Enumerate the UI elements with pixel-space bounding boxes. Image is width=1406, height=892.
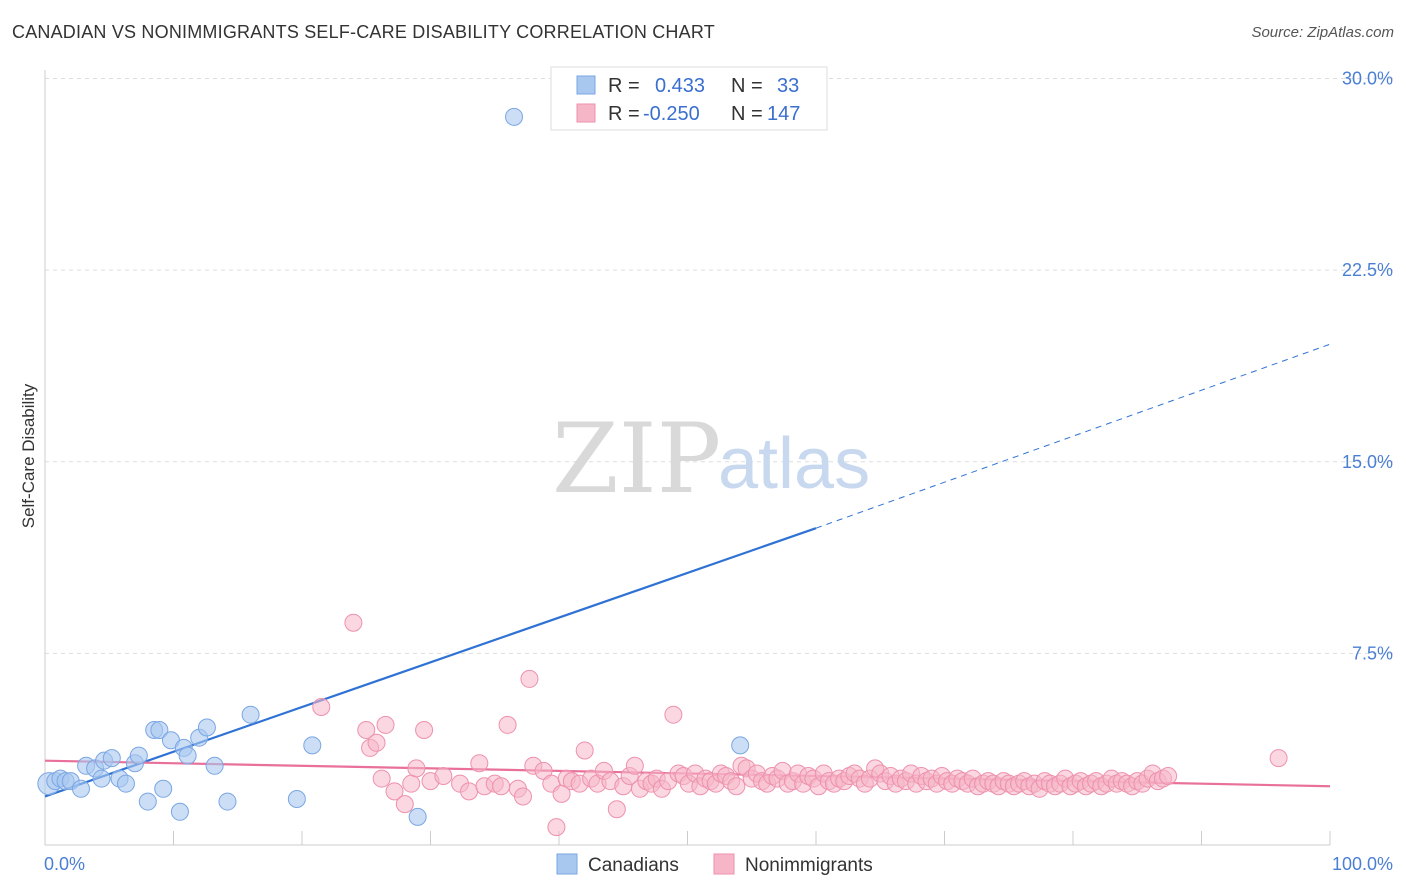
- nonimmigrants-point: [607, 800, 626, 819]
- nonimmigrants-point: [460, 782, 479, 801]
- nonimmigrants-point: [312, 698, 331, 717]
- nonimmigrants-point: [625, 756, 644, 775]
- legend-r-value: -0.250: [643, 103, 700, 125]
- legend-n-label: N =: [731, 103, 763, 125]
- x-tick-label: 100.0%: [1332, 854, 1393, 874]
- y-axis-label: Self-Care Disability: [19, 383, 38, 528]
- source-label: Source: ZipAtlas.com: [1251, 24, 1394, 41]
- x-tick-label: 0.0%: [44, 854, 85, 874]
- watermark-zip: ZIP: [552, 403, 721, 515]
- canadians-point: [197, 718, 216, 737]
- legend-r-label: R =: [608, 103, 640, 125]
- canadians-point: [92, 769, 111, 788]
- legend-n-value: 33: [777, 75, 799, 97]
- nonimmigrants-point: [434, 767, 453, 786]
- canadians-trend-line: [44, 527, 817, 798]
- y-tick-label: 30.0%: [1342, 69, 1393, 89]
- grid-lines: [45, 78, 1395, 654]
- bottom-legend-swatch-canadians: [556, 853, 578, 875]
- nonimmigrants-point: [520, 669, 539, 688]
- legend-n-value: 147: [767, 103, 800, 125]
- canadians-point: [287, 790, 306, 809]
- nonimmigrants-point: [492, 777, 511, 796]
- watermark-atlas: atlas: [718, 424, 870, 504]
- nonimmigrants-point: [498, 715, 517, 734]
- nonimmigrants-point: [367, 733, 386, 752]
- axes: [44, 70, 1331, 846]
- nonimmigrants-point: [402, 774, 421, 793]
- canadians-point: [150, 721, 169, 740]
- nonimmigrants-point: [470, 754, 489, 773]
- nonimmigrants-point: [727, 777, 746, 796]
- canadians-trend-extension: [815, 343, 1331, 529]
- bottom-legend-nonimmigrants: Nonimmigrants: [745, 855, 873, 876]
- legend-box: R = 0.433 N = 33 R = -0.250 N = 147: [550, 66, 828, 131]
- nonimmigrants-point: [357, 721, 376, 740]
- nonimmigrants-point: [1269, 749, 1288, 768]
- legend-n-label: N =: [731, 75, 763, 97]
- legend-swatch-canadians: [576, 75, 596, 95]
- y-tick-label: 7.5%: [1352, 643, 1393, 663]
- canadians-point: [505, 107, 524, 126]
- legend-r-label: R =: [608, 75, 640, 97]
- x-tick-labels: 0.0% 100.0%: [44, 854, 1393, 874]
- nonimmigrants-point: [376, 715, 395, 734]
- y-tick-label: 15.0%: [1342, 452, 1393, 472]
- y-tick-labels: 7.5% 15.0% 22.5% 30.0%: [1342, 69, 1393, 664]
- nonimmigrants-point: [575, 741, 594, 760]
- legend-swatch-nonimmigrants: [576, 103, 596, 123]
- canadians-point: [205, 756, 224, 775]
- bottom-legend-canadians: Canadians: [588, 855, 679, 876]
- nonimmigrants-point: [514, 787, 533, 806]
- canadians-point: [71, 779, 90, 798]
- nonimmigrants-point: [415, 721, 434, 740]
- canadians-point: [138, 792, 157, 811]
- bottom-legend: Canadians Nonimmigrants: [556, 853, 873, 876]
- canadians-point: [218, 792, 237, 811]
- canadians-point: [408, 807, 427, 826]
- legend-r-value: 0.433: [655, 75, 705, 97]
- chart-title: CANADIAN VS NONIMMIGRANTS SELF-CARE DISA…: [12, 22, 715, 42]
- canadians-point: [116, 774, 135, 793]
- nonimmigrants-point: [344, 613, 363, 632]
- nonimmigrants-point: [1159, 767, 1178, 786]
- nonimmigrants-point: [385, 782, 404, 801]
- canadians-points: [37, 107, 750, 826]
- nonimmigrants-point: [664, 705, 683, 724]
- watermark: ZIP atlas: [552, 403, 870, 515]
- canadians-point: [241, 705, 260, 724]
- canadians-point: [170, 802, 189, 821]
- canadians-point: [731, 736, 750, 755]
- canadians-point: [303, 736, 322, 755]
- bottom-legend-swatch-nonimmigrants: [713, 853, 735, 875]
- nonimmigrants-point: [395, 795, 414, 814]
- y-tick-label: 22.5%: [1342, 260, 1393, 280]
- nonimmigrants-points: [312, 613, 1288, 837]
- canadians-point: [178, 746, 197, 765]
- nonimmigrants-point: [407, 759, 426, 778]
- nonimmigrants-point: [372, 769, 391, 788]
- nonimmigrants-point: [547, 818, 566, 837]
- canadians-point: [129, 746, 148, 765]
- canadians-point: [154, 779, 173, 798]
- canadians-point: [102, 749, 121, 768]
